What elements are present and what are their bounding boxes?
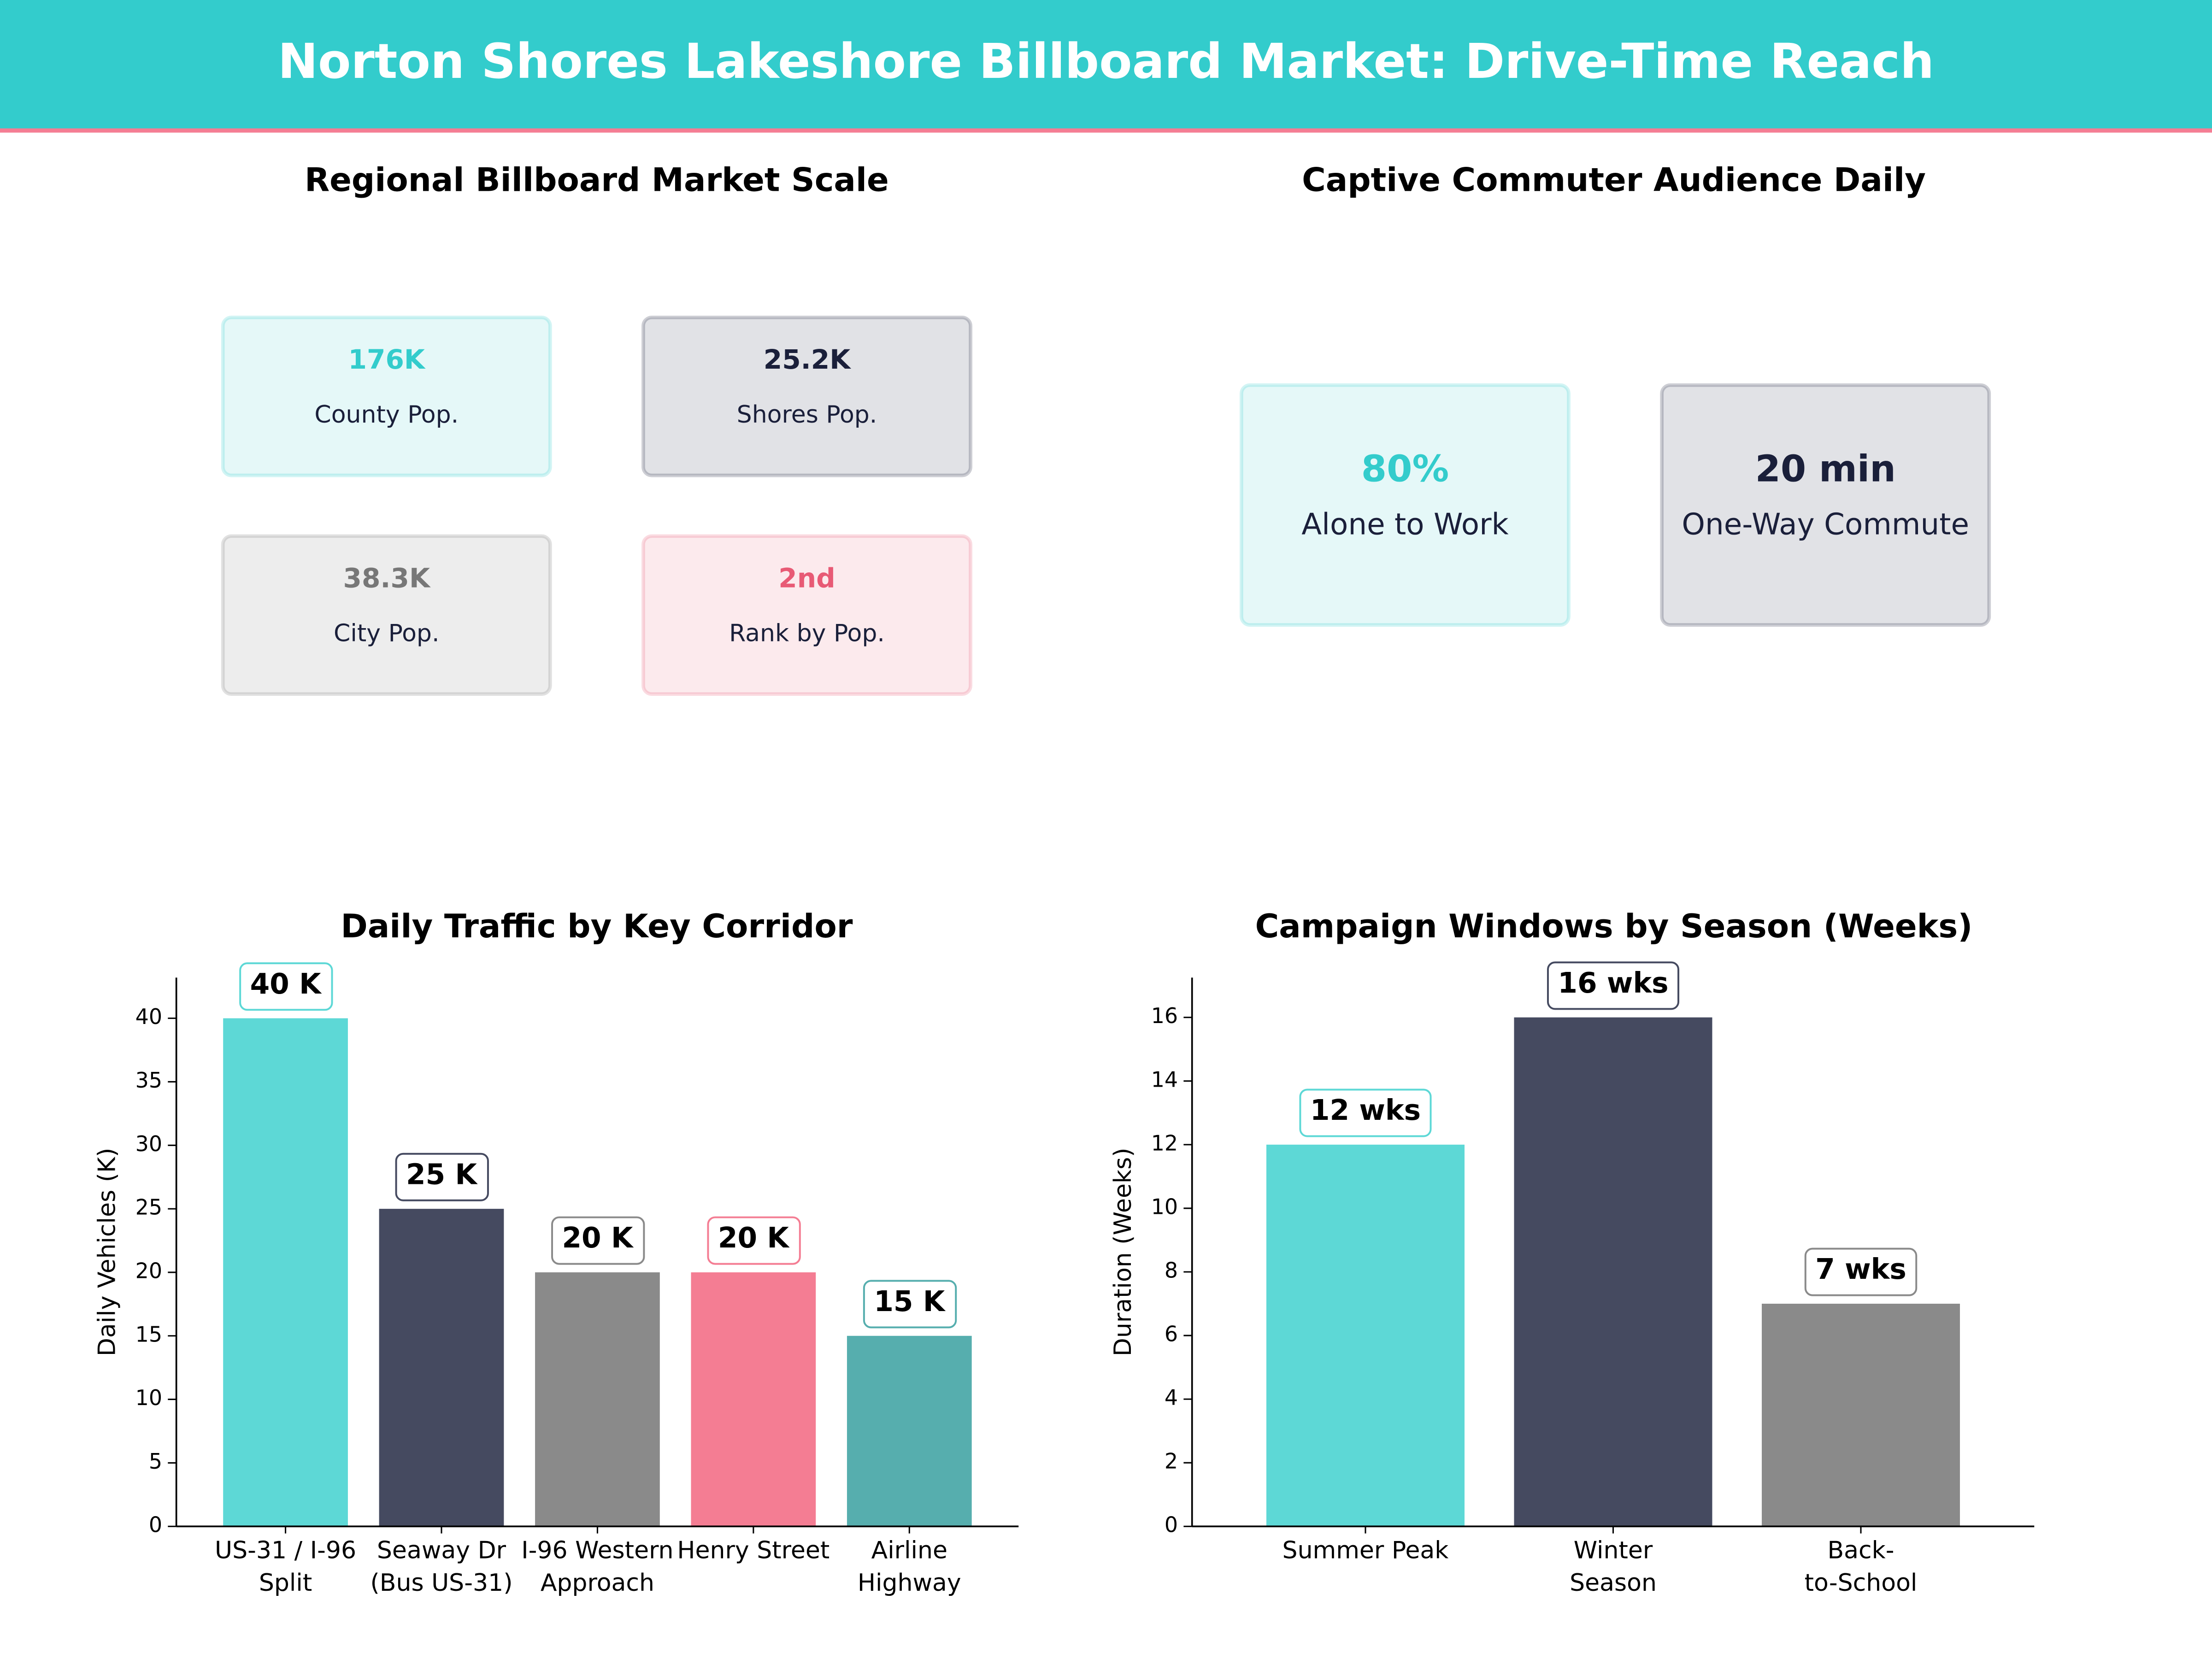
kpi-label: County Pop. xyxy=(314,401,459,429)
kpi-label: City Pop. xyxy=(334,620,439,647)
kpi-label: Rank by Pop. xyxy=(729,620,885,647)
kpi-value: 38.3K xyxy=(343,562,430,594)
kpi-value: 25.2K xyxy=(764,344,851,375)
y-tick-label: 8 xyxy=(1165,1258,1178,1282)
value-label-box xyxy=(395,1153,489,1201)
kpi-value: 2nd xyxy=(778,562,835,594)
kpi-card: 176K County Pop. xyxy=(221,315,552,477)
kpi-card: 80% Alone to Work xyxy=(1240,383,1571,627)
y-tick-label: 6 xyxy=(1165,1322,1178,1347)
y-tick-label: 40 xyxy=(135,1004,162,1029)
y-axis-label: Daily Vehicles (K) xyxy=(94,1148,121,1357)
y-tick-label: 12 xyxy=(1151,1130,1178,1155)
bar xyxy=(535,1272,660,1527)
y-tick-label: 0 xyxy=(1165,1512,1178,1537)
kpi-label: Alone to Work xyxy=(1301,507,1509,541)
y-tick-label: 16 xyxy=(1151,1003,1178,1028)
bar xyxy=(691,1272,816,1527)
card-background xyxy=(641,534,972,696)
kpi-label: Shores Pop. xyxy=(737,401,877,429)
panel-title: Captive Commuter Audience Daily xyxy=(1302,161,1926,199)
kpi-card: 2nd Rank by Pop. xyxy=(641,534,972,696)
x-tick-label: Airline Highway xyxy=(858,1536,961,1596)
kpi-value: 20 min xyxy=(1755,447,1896,490)
kpi-value: 176K xyxy=(348,344,426,375)
bar xyxy=(1762,1304,1960,1527)
x-tick-label: US-31 / I-96 Split xyxy=(215,1536,356,1596)
kpi-card: 38.3K City Pop. xyxy=(221,534,552,696)
chart-title: Daily Traffic by Key Corridor xyxy=(341,907,853,945)
value-label: 7 wks xyxy=(1815,1253,1906,1286)
value-label: 25 K xyxy=(406,1158,478,1191)
y-tick-label: 14 xyxy=(1151,1067,1178,1092)
x-tick-label: Seaway Dr (Bus US-31) xyxy=(370,1536,512,1596)
card-background xyxy=(641,315,972,477)
value-label-box xyxy=(551,1216,645,1265)
y-tick-label: 30 xyxy=(135,1131,162,1156)
kpi-card: 20 min One-Way Commute xyxy=(1660,383,1991,627)
page-title: Norton Shores Lakeshore Billboard Market… xyxy=(278,33,1934,89)
kpi-label: One-Way Commute xyxy=(1682,507,1969,541)
y-tick-label: 35 xyxy=(135,1068,162,1093)
x-tick-label: I-96 Western Approach xyxy=(521,1536,673,1596)
y-tick-label: 0 xyxy=(149,1512,162,1537)
card-background xyxy=(1240,383,1571,627)
bar xyxy=(847,1335,972,1527)
header-bar xyxy=(0,0,2212,130)
x-tick-label: Winter Season xyxy=(1570,1536,1657,1596)
bar xyxy=(1514,1017,1712,1527)
card-background xyxy=(221,315,552,477)
value-label: 16 wks xyxy=(1558,967,1668,1000)
value-label-box xyxy=(1547,961,1680,1010)
value-label-box xyxy=(1299,1088,1432,1137)
value-label: 12 wks xyxy=(1310,1094,1421,1127)
y-tick-label: 10 xyxy=(135,1385,162,1410)
value-label: 20 K xyxy=(562,1222,634,1254)
card-background xyxy=(221,534,552,696)
value-label-box xyxy=(707,1216,801,1265)
y-tick-label: 4 xyxy=(1165,1385,1178,1410)
header-rule xyxy=(0,128,2212,133)
value-label-box xyxy=(1804,1247,1918,1296)
y-tick-label: 10 xyxy=(1151,1194,1178,1219)
value-label: 20 K xyxy=(718,1222,790,1254)
y-axis-label: Duration (Weeks) xyxy=(1109,1147,1137,1356)
bar xyxy=(1266,1144,1465,1527)
kpi-value: 80% xyxy=(1361,447,1449,490)
x-tick-label: Back-to-School xyxy=(1805,1536,1918,1596)
bar xyxy=(223,1018,348,1527)
bar xyxy=(379,1209,504,1527)
y-tick-label: 15 xyxy=(135,1322,162,1347)
x-tick-label: Summer Peak xyxy=(1282,1536,1449,1564)
y-tick-label: 2 xyxy=(1165,1449,1178,1474)
kpi-card: 25.2K Shores Pop. xyxy=(641,315,972,477)
card-background xyxy=(1660,383,1991,627)
value-label: 15 K xyxy=(874,1285,946,1318)
value-label: 40 K xyxy=(250,968,323,1000)
y-tick-label: 20 xyxy=(135,1258,162,1283)
value-label-box xyxy=(863,1280,957,1329)
y-tick-label: 25 xyxy=(135,1195,162,1220)
chart-title: Campaign Windows by Season (Weeks) xyxy=(1255,907,1973,945)
panel-title: Regional Billboard Market Scale xyxy=(305,161,889,199)
y-tick-label: 5 xyxy=(149,1449,162,1474)
x-tick-label: Henry Street xyxy=(677,1536,830,1564)
value-label-box xyxy=(239,962,333,1011)
